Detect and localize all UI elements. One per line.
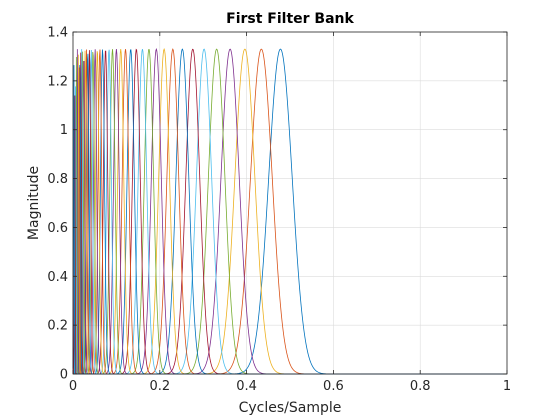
x-axis-label: Cycles/Sample xyxy=(239,400,342,416)
y-tick-label: 0.2 xyxy=(47,319,68,334)
y-tick-label: 1.4 xyxy=(47,26,68,41)
y-tick-label: 0.4 xyxy=(47,270,68,285)
chart-title: First Filter Bank xyxy=(226,11,354,27)
axis-ticks xyxy=(72,31,508,375)
y-tick-label: 0 xyxy=(60,368,68,383)
axes-box xyxy=(72,31,508,375)
y-axis-label: Magnitude xyxy=(26,166,42,240)
x-tick-label: 0 xyxy=(69,379,77,394)
y-tick-label: 1 xyxy=(60,123,68,138)
y-tick-label: 0.6 xyxy=(47,221,68,236)
x-tick-label: 0.2 xyxy=(149,379,170,394)
y-tick-labels: 0 0.2 0.4 0.6 0.8 1 1.2 1.4 xyxy=(47,26,68,383)
plot-background xyxy=(73,32,507,374)
x-tick-label: 1 xyxy=(503,379,511,394)
x-tick-labels: 0 0.2 0.4 0.6 0.8 1 xyxy=(69,379,511,394)
y-tick-label: 0.8 xyxy=(47,172,68,187)
y-tick-label: 1.2 xyxy=(47,74,68,89)
x-tick-label: 0.8 xyxy=(410,379,431,394)
x-tick-label: 0.6 xyxy=(323,379,344,394)
x-tick-label: 0.4 xyxy=(236,379,257,394)
